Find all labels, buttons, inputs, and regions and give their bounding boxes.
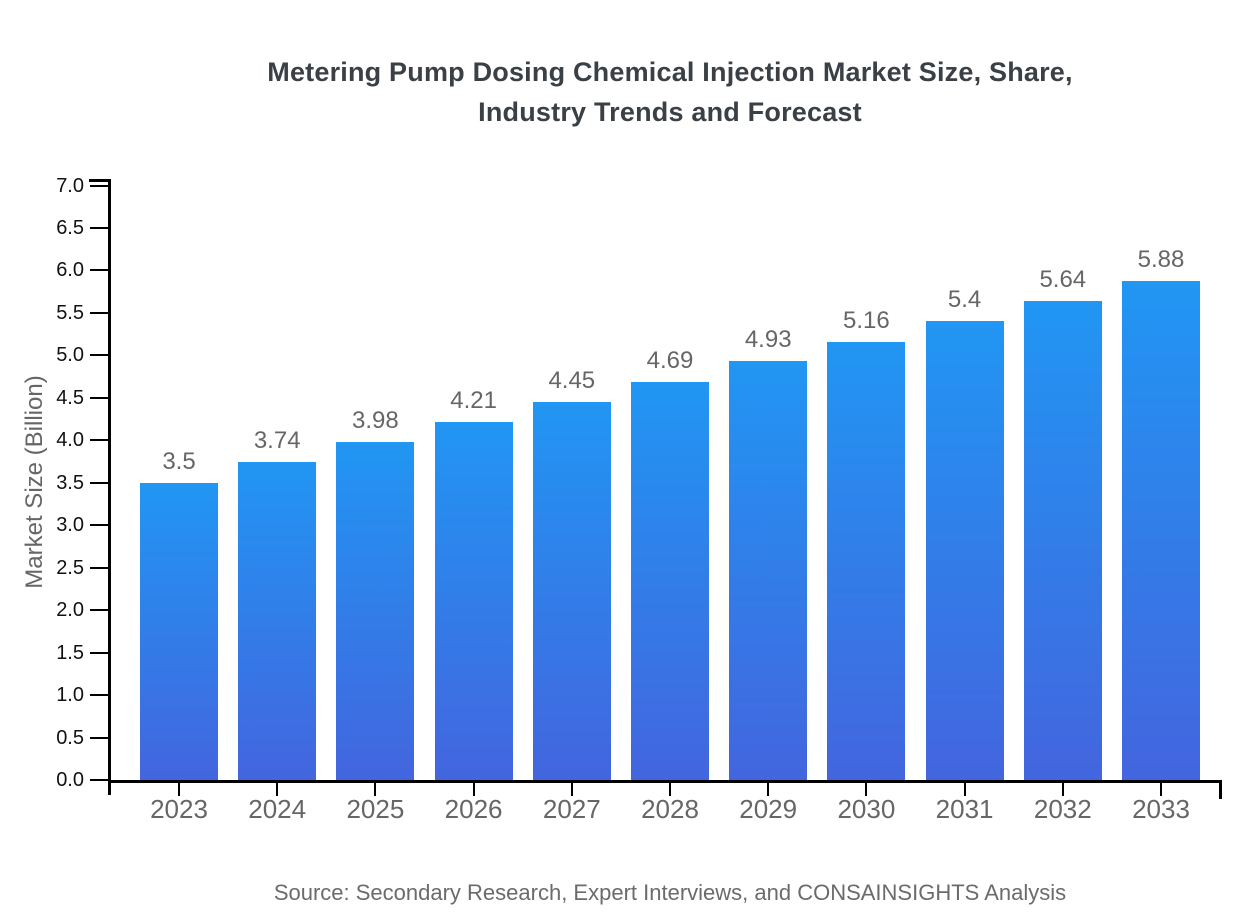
bar-value-label: 4.69: [646, 346, 694, 374]
y-tick: [90, 736, 108, 739]
y-tick-label: 1.5: [56, 641, 84, 664]
y-tick: [90, 481, 108, 484]
bar-value-label: 5.16: [843, 306, 890, 334]
bar-value-label: 4.45: [548, 367, 596, 395]
y-tick: [90, 184, 108, 187]
x-tick: [963, 783, 966, 796]
y-tick-label: 0.5: [56, 726, 84, 749]
x-axis-line: [108, 780, 1222, 783]
y-tick: [90, 311, 108, 314]
x-tick: [865, 783, 868, 796]
bar-value-label: 5.4: [947, 286, 982, 314]
x-tick-label-2028: 2028: [641, 794, 699, 824]
bar-value-label: 3.5: [162, 447, 196, 475]
x-tick-label-2025: 2025: [346, 794, 405, 824]
y-tick-label: 3.5: [56, 471, 84, 494]
bar-2029: [729, 361, 808, 780]
x-tick: [276, 783, 279, 796]
y-tick-label: 4.0: [56, 429, 84, 452]
y-tick-label: 6.5: [56, 216, 84, 239]
x-tick-label-2023: 2023: [150, 794, 208, 824]
bar-2028: [631, 381, 709, 780]
x-tick-label-2032: 2032: [1033, 794, 1092, 824]
x-tick-label-2033: 2033: [1132, 794, 1190, 824]
y-tick: [90, 439, 108, 442]
y-tick: [90, 694, 108, 697]
y-tick-label: 2.5: [56, 556, 84, 579]
y-axis-top-cap: [89, 179, 111, 182]
y-tick: [90, 566, 108, 569]
y-tick: [90, 651, 108, 654]
y-tick: [90, 609, 108, 612]
bar-2025: [336, 441, 415, 780]
x-tick: [1061, 783, 1064, 796]
x-tick: [178, 783, 180, 796]
x-axis-end-cap: [1219, 780, 1222, 799]
chart-title-line1: Metering Pump Dosing Chemical Injection …: [267, 57, 1073, 87]
y-tick-label: 7.0: [56, 174, 84, 197]
x-tick: [669, 783, 671, 796]
y-tick-label: 2.0: [56, 599, 84, 622]
x-tick: [1160, 783, 1162, 796]
x-tick: [767, 783, 770, 796]
x-tick-label-2030: 2030: [837, 794, 896, 824]
source-note: Source: Secondary Research, Expert Inter…: [273, 880, 1067, 905]
y-tick: [90, 269, 108, 272]
y-tick-label: 4.5: [56, 386, 84, 409]
y-tick-label: 1.0: [56, 684, 84, 707]
x-tick: [374, 783, 377, 796]
bar-value-label: 4.93: [744, 326, 792, 354]
x-tick: [570, 783, 573, 796]
bar-2026: [434, 422, 513, 780]
bar-2032: [1023, 301, 1102, 780]
y-tick: [90, 524, 108, 527]
x-tick-label-2027: 2027: [542, 794, 601, 824]
y-tick: [90, 779, 108, 781]
chart-title: Metering Pump Dosing Chemical Injection …: [0, 52, 1260, 132]
bar-value-label: 4.21: [450, 387, 497, 415]
y-tick: [90, 396, 108, 399]
bar-2030: [827, 341, 906, 780]
y-tick-label: 0.0: [56, 769, 84, 791]
bar-value-label: 5.64: [1039, 266, 1087, 293]
y-tick-label: 5.0: [56, 344, 84, 367]
bar-2033: [1122, 280, 1200, 780]
y-tick-label: 6.0: [56, 259, 84, 282]
y-tick: [90, 354, 108, 357]
y-tick-label: 5.5: [56, 301, 84, 324]
x-tick-label-2026: 2026: [444, 794, 503, 824]
bar-2031: [925, 321, 1004, 780]
x-tick-label-2031: 2031: [935, 794, 994, 824]
bar-value-label: 5.88: [1137, 245, 1185, 273]
bar-value-label: 3.98: [352, 406, 399, 434]
bar-2027: [532, 402, 611, 780]
y-tick: [90, 226, 108, 229]
y-tick-label: 3.0: [56, 514, 84, 537]
x-tick-label-2024: 2024: [248, 794, 307, 824]
bar-2024: [238, 462, 317, 780]
x-tick: [472, 783, 475, 796]
x-tick-label-2029: 2029: [739, 794, 798, 824]
chart-title-line2: Industry Trends and Forecast: [478, 97, 862, 127]
bar-2023: [140, 482, 218, 780]
bar-value-label: 3.74: [253, 427, 301, 455]
y-axis-line: [108, 179, 111, 795]
